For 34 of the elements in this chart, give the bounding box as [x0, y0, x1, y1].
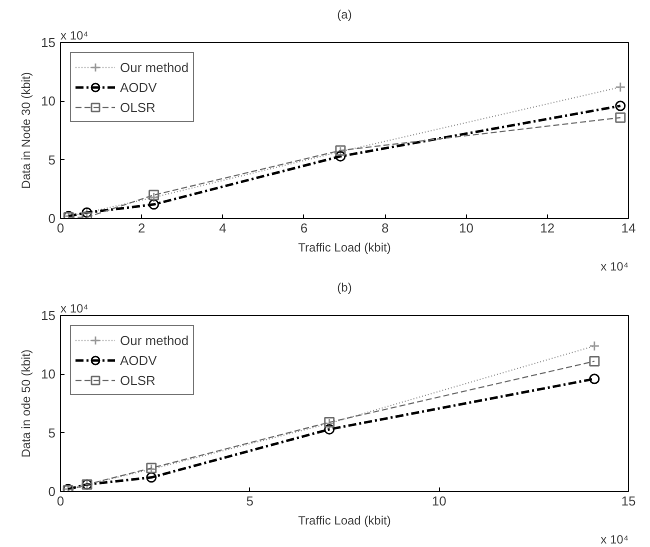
x-tick-label: 4 [219, 220, 226, 236]
chart-title: (a) [337, 8, 352, 22]
y-tick-label: 0 [48, 211, 56, 226]
y-tick-label: 5 [48, 425, 56, 440]
text: x 10⁴ [600, 532, 629, 546]
legend-label: AODV [120, 352, 157, 368]
y-tick-label: 15 [41, 35, 56, 50]
x-tick-label: 6 [300, 220, 308, 236]
legend-label: OLSR [120, 100, 156, 114]
legend-label: Our method [120, 332, 189, 348]
x-tick-label: 14 [621, 220, 636, 236]
y-tick-label: 10 [41, 94, 56, 109]
y-axis-title: Data in ode 50 (kbit) [19, 349, 34, 458]
x-tick-label: 8 [381, 220, 389, 236]
x-tick-label: 10 [458, 220, 474, 236]
x-axis-title: Traffic Load (kbit) [298, 240, 391, 254]
legend-label: OLSR [120, 372, 156, 388]
x-tick-label: 15 [621, 494, 636, 508]
chart-title: (b) [337, 280, 352, 294]
x-tick-label: 2 [138, 220, 146, 236]
text: x 10⁴ [60, 28, 88, 42]
text: x 10⁴ [600, 260, 629, 274]
y-tick-label: 10 [41, 366, 56, 382]
y-tick-label: 5 [48, 152, 56, 168]
legend-label: AODV [120, 80, 157, 94]
x-tick-label: 10 [432, 494, 446, 508]
x-tick-label: 12 [540, 220, 555, 236]
y-tick-label: 15 [41, 308, 56, 323]
x-axis-title: Traffic Load (kbit) [298, 514, 391, 528]
y-tick-label: 0 [48, 484, 56, 499]
x-tick-label: 5 [246, 494, 254, 508]
text: x 10⁴ [60, 302, 88, 316]
legend-label: Our method [120, 60, 189, 74]
y-axis-title: Data in Node 30 (kbit) [19, 72, 34, 189]
